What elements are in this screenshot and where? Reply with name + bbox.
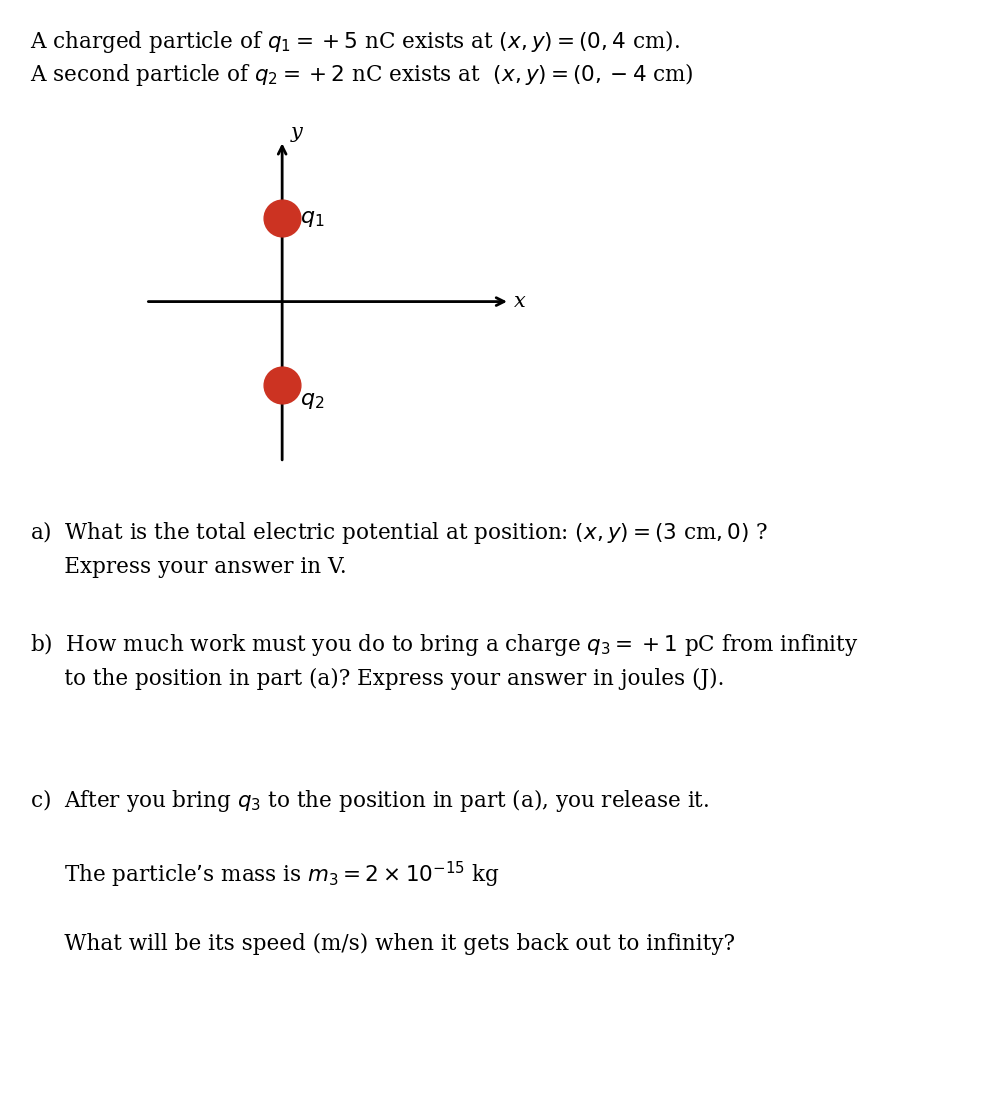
Text: b)  How much work must you do to bring a charge $q_3 = +1$ pC from infinity: b) How much work must you do to bring a … — [30, 631, 858, 658]
Point — [274, 376, 290, 394]
Point — [274, 209, 290, 227]
Text: x: x — [513, 292, 525, 312]
Text: to the position in part (a)? Express your answer in joules (J).: to the position in part (a)? Express you… — [30, 668, 724, 690]
Text: A charged particle of $q_1 = +5$ nC exists at $(x, y) = (0, 4$ cm).: A charged particle of $q_1 = +5$ nC exis… — [30, 28, 679, 55]
Text: c)  After you bring $q_3$ to the position in part (a), you release it.: c) After you bring $q_3$ to the position… — [30, 787, 709, 814]
Text: $q_1$: $q_1$ — [300, 207, 325, 229]
Text: a)  What is the total electric potential at position: $(x, y) = (3$ cm$, 0)$ ?: a) What is the total electric potential … — [30, 519, 769, 546]
Text: What will be its speed (m/s) when it gets back out to infinity?: What will be its speed (m/s) when it get… — [30, 933, 735, 955]
Text: y: y — [291, 123, 303, 142]
Text: Express your answer in V.: Express your answer in V. — [30, 556, 347, 579]
Text: A second particle of $q_2 = +2$ nC exists at  $(x, y) = (0, -4$ cm): A second particle of $q_2 = +2$ nC exist… — [30, 61, 693, 88]
Text: $q_2$: $q_2$ — [300, 389, 325, 411]
Text: The particle’s mass is $m_3 = 2 \times 10^{-15}$ kg: The particle’s mass is $m_3 = 2 \times 1… — [30, 860, 499, 890]
